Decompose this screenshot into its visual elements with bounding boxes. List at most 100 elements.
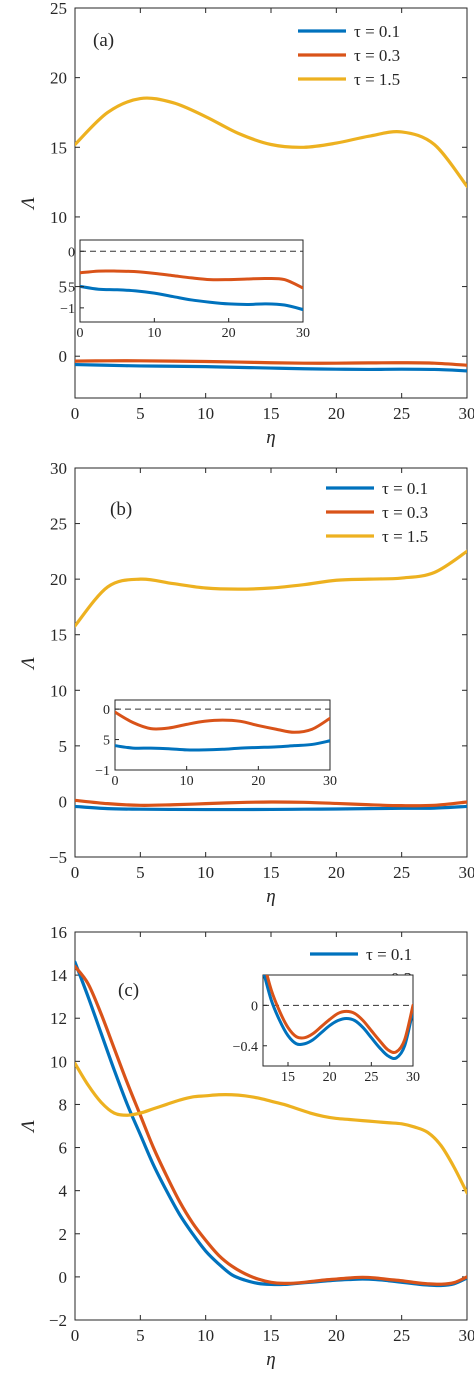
y-tick-label: 10: [50, 681, 67, 700]
inset-y-tick-label: −0.4: [233, 1040, 258, 1055]
inset-x-tick-label: 20: [222, 326, 236, 341]
x-axis-label: η: [266, 1349, 275, 1370]
panel-label: (c): [118, 980, 139, 1001]
series-line-2: [75, 798, 467, 808]
inset: 0 10 20 30 0 5 −1: [60, 239, 310, 341]
series-line-3: [75, 549, 467, 628]
inset: 15 20 25 30 0 −0.4: [233, 974, 420, 1085]
x-tick-label: 15: [263, 1326, 280, 1345]
y-tick-label: 0: [59, 792, 68, 811]
inset-x-tick-label: 0: [77, 326, 84, 341]
y-tick-label: 0: [59, 347, 68, 366]
legend-label-1: τ = 0.1: [382, 479, 428, 498]
series-line-1: [75, 362, 467, 373]
series-group: [75, 960, 467, 1288]
x-tick-label: 15: [263, 404, 280, 423]
inset-series-line-1: [80, 284, 303, 312]
x-tick-label: 15: [263, 863, 280, 882]
x-tick-label: 0: [71, 863, 80, 882]
inset-plot-area: [114, 699, 331, 771]
x-tick-label: 25: [393, 404, 410, 423]
x-tick-label: 10: [197, 863, 214, 882]
x-tick-label: 10: [197, 404, 214, 423]
inset-series-group: [263, 975, 413, 1061]
inset-x-tick-label: 0: [112, 774, 119, 789]
inset-series-group: [80, 250, 303, 312]
y-tick-label: 15: [50, 626, 67, 645]
inset-y-tick-label: 5: [68, 281, 75, 296]
x-axis-label: η: [266, 886, 275, 907]
x-tick-label: 0: [71, 404, 80, 423]
x-tick-label: 30: [459, 404, 474, 423]
legend-label-1: τ = 0.1: [354, 22, 400, 41]
x-tick-label: 5: [136, 863, 145, 882]
inset-x-tick-label: 25: [364, 1070, 378, 1085]
legend-label-2: τ = 0.3: [354, 46, 400, 65]
series-group: [75, 549, 467, 812]
inset-y-tick-label: −1: [60, 302, 75, 317]
series-line-3: [75, 1061, 467, 1195]
panel-label: (b): [110, 499, 132, 520]
x-tick-label: 10: [197, 1326, 214, 1345]
inset-x-tick-label: 15: [281, 1070, 295, 1085]
x-tick-label: 20: [328, 1326, 345, 1345]
inset-plot-area: [79, 239, 304, 323]
plot-area: [74, 7, 468, 399]
x-tick-label: 20: [328, 863, 345, 882]
y-tick-label: 10: [50, 208, 67, 227]
y-tick-label: 0: [59, 1268, 68, 1287]
inset-y-tick-label: 0: [68, 245, 75, 260]
x-axis-label: η: [266, 427, 275, 448]
x-tick-label: 0: [71, 1326, 80, 1345]
y-tick-label: 5: [59, 278, 68, 297]
series-line-3: [75, 96, 467, 188]
legend-label-3: τ = 1.5: [354, 70, 400, 89]
y-axis-label: Λ: [18, 657, 39, 671]
y-tick-label: 5: [59, 737, 68, 756]
y-axis-label: Λ: [18, 1120, 39, 1134]
panel-1: 0 5 10 15 20 25 30 0 5 10 15 20 25 η Λ (a) τ = 0.1 τ = 0.…: [18, 0, 474, 448]
legend-label-1: τ = 0.1: [366, 945, 412, 964]
y-tick-label: −5: [49, 848, 67, 867]
inset-x-tick-label: 20: [251, 774, 265, 789]
x-tick-label: 30: [459, 863, 474, 882]
y-tick-label: 4: [59, 1182, 68, 1201]
inset-y-tick-label: 0: [103, 703, 110, 718]
legend-label-3: τ = 1.5: [382, 527, 428, 546]
series-line-2: [75, 359, 467, 367]
series-line-2: [75, 964, 467, 1286]
inset-y-tick-label: 0: [251, 999, 258, 1014]
series-line-1: [75, 804, 467, 812]
y-tick-label: 10: [50, 1052, 67, 1071]
inset-series-line-1: [263, 975, 413, 1061]
y-tick-label: 15: [50, 138, 67, 157]
y-tick-label: 2: [59, 1225, 68, 1244]
y-tick-label: 14: [50, 966, 68, 985]
x-tick-label: 5: [136, 1326, 145, 1345]
inset-x-tick-label: 10: [180, 774, 194, 789]
x-tick-label: 25: [393, 1326, 410, 1345]
x-tick-label: 20: [328, 404, 345, 423]
inset-series-group: [115, 708, 330, 752]
x-tick-label: 5: [136, 404, 145, 423]
y-tick-label: 16: [50, 923, 67, 942]
inset-series-line-2: [115, 710, 330, 734]
inset-series-line-2: [80, 269, 303, 290]
inset: 0 10 20 30 0 5 −1: [95, 699, 337, 789]
y-tick-label: 20: [50, 570, 67, 589]
inset-x-tick-label: 20: [323, 1070, 337, 1085]
inset-x-tick-label: 30: [296, 326, 310, 341]
inset-x-tick-label: 10: [147, 326, 161, 341]
y-tick-label: 25: [50, 0, 67, 18]
series-group: [75, 96, 467, 373]
inset-series-line-2: [265, 975, 413, 1054]
inset-y-tick-label: 5: [103, 734, 110, 749]
y-tick-label: 8: [59, 1095, 68, 1114]
inset-x-tick-label: 30: [323, 774, 337, 789]
y-tick-label: 25: [50, 515, 67, 534]
y-tick-label: 12: [50, 1009, 67, 1028]
y-tick-label: 30: [50, 459, 67, 478]
inset-series-line-1: [115, 739, 330, 752]
